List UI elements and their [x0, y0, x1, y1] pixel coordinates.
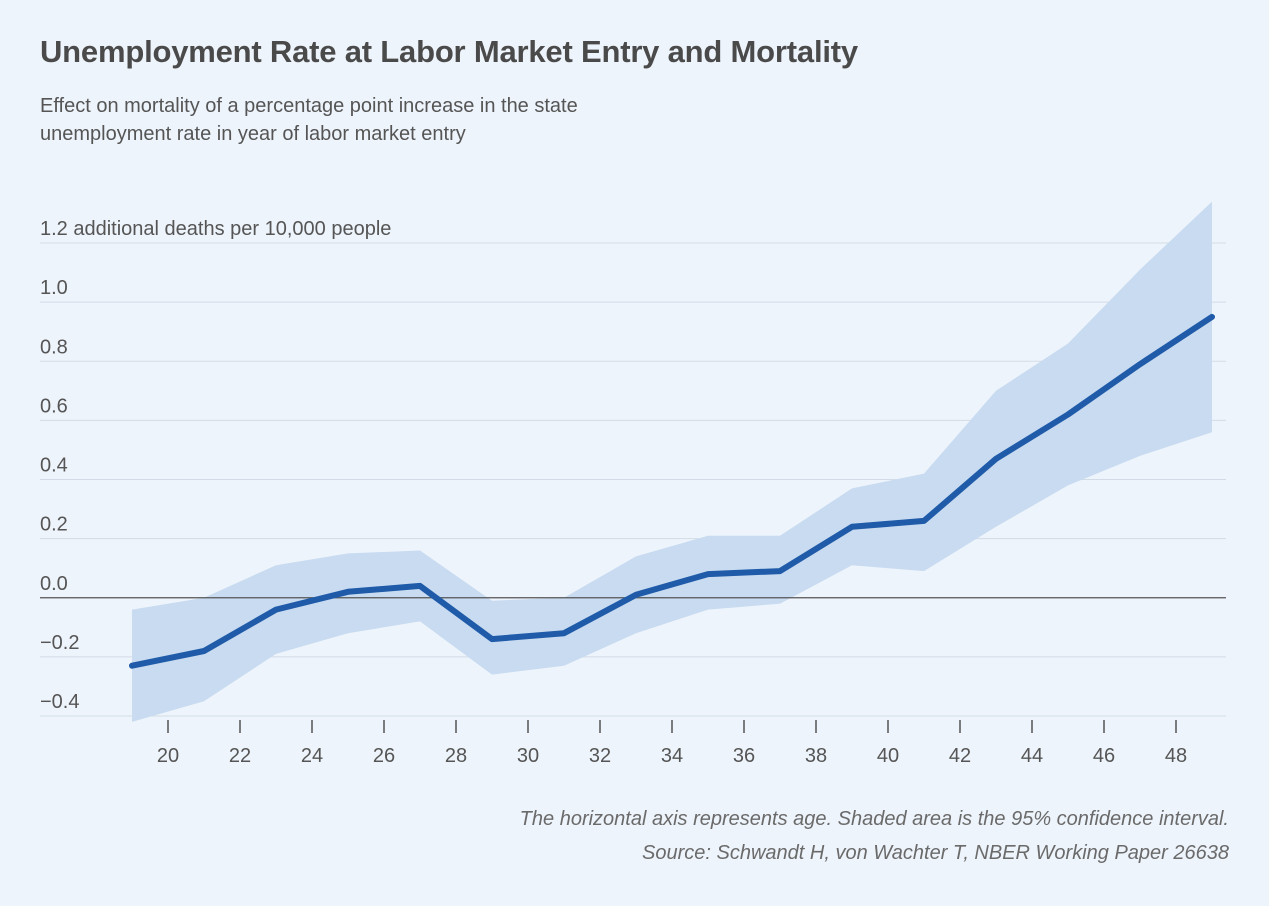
x-tick-label: 48	[1165, 745, 1187, 767]
y-tick-label: 1.0	[40, 277, 68, 299]
x-tick-label: 26	[373, 745, 395, 767]
chart-title: Unemployment Rate at Labor Market Entry …	[40, 34, 858, 69]
y-axis-labels: 1.2 additional deaths per 10,000 people 1…	[40, 218, 391, 713]
series-line-0	[129, 313, 1215, 669]
x-tick-label: 24	[301, 745, 323, 767]
axis-note: The horizontal axis represents age. Shad…	[519, 808, 1229, 830]
x-tick-label: 32	[589, 745, 611, 767]
x-tick-label: 36	[733, 745, 755, 767]
confidence-band-layer	[132, 201, 1212, 722]
x-axis: 20 22 24 26 28 30 32 34 36 38 40 42 44 46 48	[157, 720, 1187, 767]
x-tick-label: 28	[445, 745, 467, 767]
y-tick-label: 0.6	[40, 395, 68, 417]
y-tick-label: −0.4	[40, 691, 79, 713]
confidence-interval-band	[132, 201, 1212, 722]
chart-notes: The horizontal axis represents age. Shad…	[520, 802, 1229, 870]
y-tick-label: 1.2 additional deaths per 10,000 people	[40, 218, 391, 240]
x-tick-label: 38	[805, 745, 827, 767]
series-layer	[129, 313, 1215, 669]
x-tick-label: 30	[517, 745, 539, 767]
source-note: Source: Schwandt H, von Wachter T, NBER …	[642, 842, 1229, 864]
x-tick-label: 44	[1021, 745, 1043, 767]
x-tick-label: 40	[877, 745, 899, 767]
x-tick-label: 42	[949, 745, 971, 767]
y-tick-label: 0.8	[40, 336, 68, 358]
y-tick-label: 0.2	[40, 514, 68, 536]
y-tick-label: −0.2	[40, 632, 79, 654]
x-tick-label: 34	[661, 745, 683, 767]
y-tick-label: 0.4	[40, 455, 68, 477]
x-tick-label: 22	[229, 745, 251, 767]
x-tick-label: 46	[1093, 745, 1115, 767]
x-tick-label: 20	[157, 745, 179, 767]
y-tick-label: 0.0	[40, 573, 68, 595]
chart-subtitle: Effect on mortality of a percentage poin…	[40, 95, 578, 145]
